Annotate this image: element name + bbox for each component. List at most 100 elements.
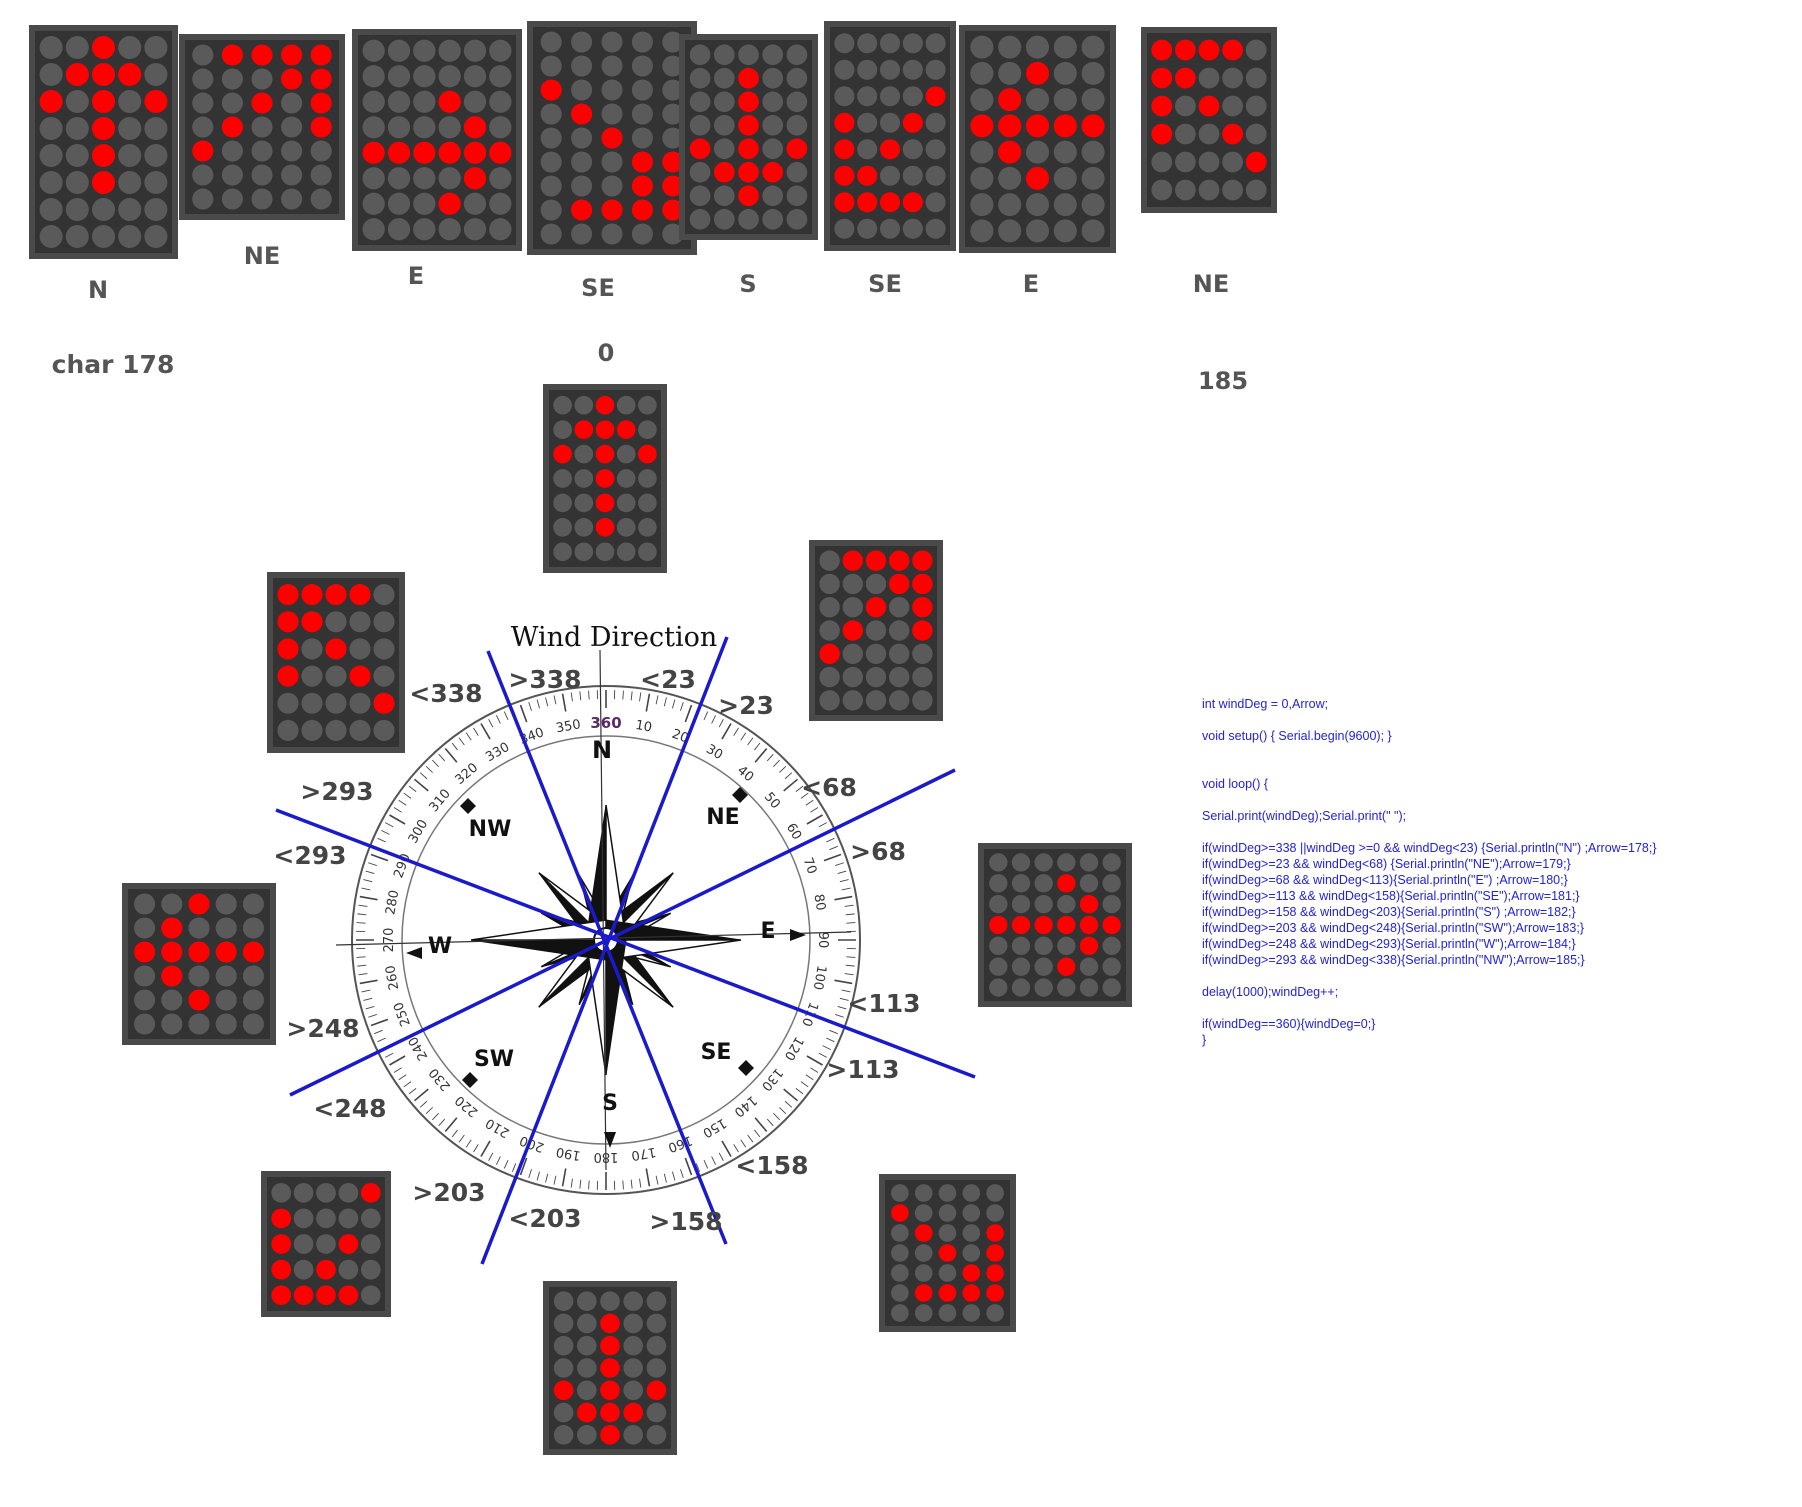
led-off (489, 39, 512, 62)
led-off (925, 165, 946, 186)
led-on (571, 199, 593, 221)
led-off (192, 92, 214, 114)
tick-mark (545, 697, 549, 707)
led-on (325, 638, 347, 660)
tick-mark (823, 853, 842, 862)
led-off (998, 61, 1022, 85)
diamond-marker (732, 787, 748, 803)
tick-mark (655, 1175, 659, 1185)
led-off (925, 33, 946, 54)
led-off (879, 112, 901, 133)
led-on (595, 518, 615, 537)
tick-mark (359, 979, 378, 985)
led-off (362, 192, 385, 215)
cardinal-n: N (592, 736, 612, 764)
tick-mark (747, 1134, 754, 1143)
led-off (192, 164, 214, 186)
tick-mark (806, 814, 823, 825)
led-on (601, 127, 623, 149)
led-off (571, 175, 593, 197)
led-off (857, 139, 878, 160)
led-on (842, 550, 864, 571)
tick-mark (834, 979, 853, 985)
led-off (1011, 978, 1031, 997)
led-off (1175, 95, 1196, 117)
led-off (301, 692, 323, 714)
led-off (1081, 193, 1105, 217)
led-off (574, 493, 594, 513)
led-on (938, 1284, 957, 1302)
led-off (574, 395, 594, 415)
led-off (293, 1208, 314, 1229)
led-off (646, 1291, 667, 1311)
led-on (242, 941, 264, 963)
tick-mark (370, 853, 389, 862)
led-off (362, 90, 385, 113)
led-on (631, 199, 653, 221)
led-on (91, 89, 116, 114)
led-off (970, 166, 994, 190)
led-off (1175, 123, 1196, 145)
led-on (912, 550, 933, 571)
tick-mark (381, 830, 390, 835)
led-off (242, 917, 264, 939)
tick-mark (503, 1159, 509, 1169)
led-off (144, 224, 168, 249)
led-off (662, 223, 684, 245)
led-off (1011, 853, 1031, 872)
tick-mark (703, 1159, 709, 1169)
led-off (293, 1182, 314, 1203)
led-on (1011, 915, 1031, 935)
led-off (1057, 853, 1076, 872)
led-on (571, 103, 593, 125)
led-off (891, 1184, 909, 1202)
led-on (463, 116, 487, 139)
boundary-label-lt203: <203 (508, 1204, 581, 1233)
led-off (902, 33, 923, 54)
led-on (251, 44, 273, 66)
tick-mark (363, 997, 373, 1001)
led-off (65, 35, 89, 60)
led-off (762, 208, 784, 230)
led-off (65, 89, 89, 114)
led-off (221, 68, 243, 90)
led-off (970, 193, 994, 217)
led-on (998, 88, 1022, 112)
led-on (310, 44, 332, 66)
tick-mark (740, 1139, 747, 1148)
led-off (631, 31, 653, 53)
led-off (989, 957, 1008, 976)
led-off (301, 665, 323, 687)
led-on (463, 167, 487, 190)
led-off (662, 31, 684, 53)
led-on (986, 1264, 1004, 1282)
tick-mark (358, 904, 368, 907)
led-off (1025, 35, 1050, 59)
boundary-label-gt23: >23 (718, 691, 774, 720)
led-off (595, 542, 615, 562)
led-off (281, 164, 303, 186)
led-off (879, 59, 901, 80)
led-off (438, 116, 461, 139)
boundary-labels: >338 <23 >23 <68 >68 <113 >113 <158 >158… (273, 665, 920, 1236)
diamond-marker (738, 1060, 754, 1076)
led-off (325, 719, 347, 741)
ring-matrix-se (879, 1174, 1016, 1332)
led-off (834, 59, 855, 80)
led-off (689, 67, 711, 89)
led-off (192, 44, 214, 66)
led-off (1222, 67, 1243, 89)
led-off (540, 31, 562, 53)
tick-mark (754, 1117, 768, 1133)
led-on (595, 395, 615, 415)
led-off (576, 1291, 597, 1311)
led-off (616, 444, 636, 464)
tick-mark (374, 1029, 383, 1035)
tick-mark (822, 1045, 831, 1050)
led-off (970, 35, 994, 59)
ring-matrix-ne (809, 540, 943, 721)
tick-mark (844, 973, 854, 976)
matrix-panel (824, 21, 956, 251)
led-off (553, 420, 572, 439)
code-line: delay(1000);windDeg++; (1202, 985, 1338, 999)
